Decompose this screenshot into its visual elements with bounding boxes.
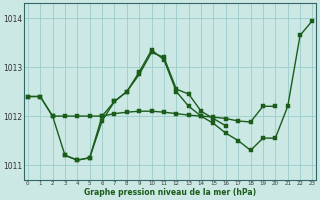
X-axis label: Graphe pression niveau de la mer (hPa): Graphe pression niveau de la mer (hPa) [84,188,256,197]
